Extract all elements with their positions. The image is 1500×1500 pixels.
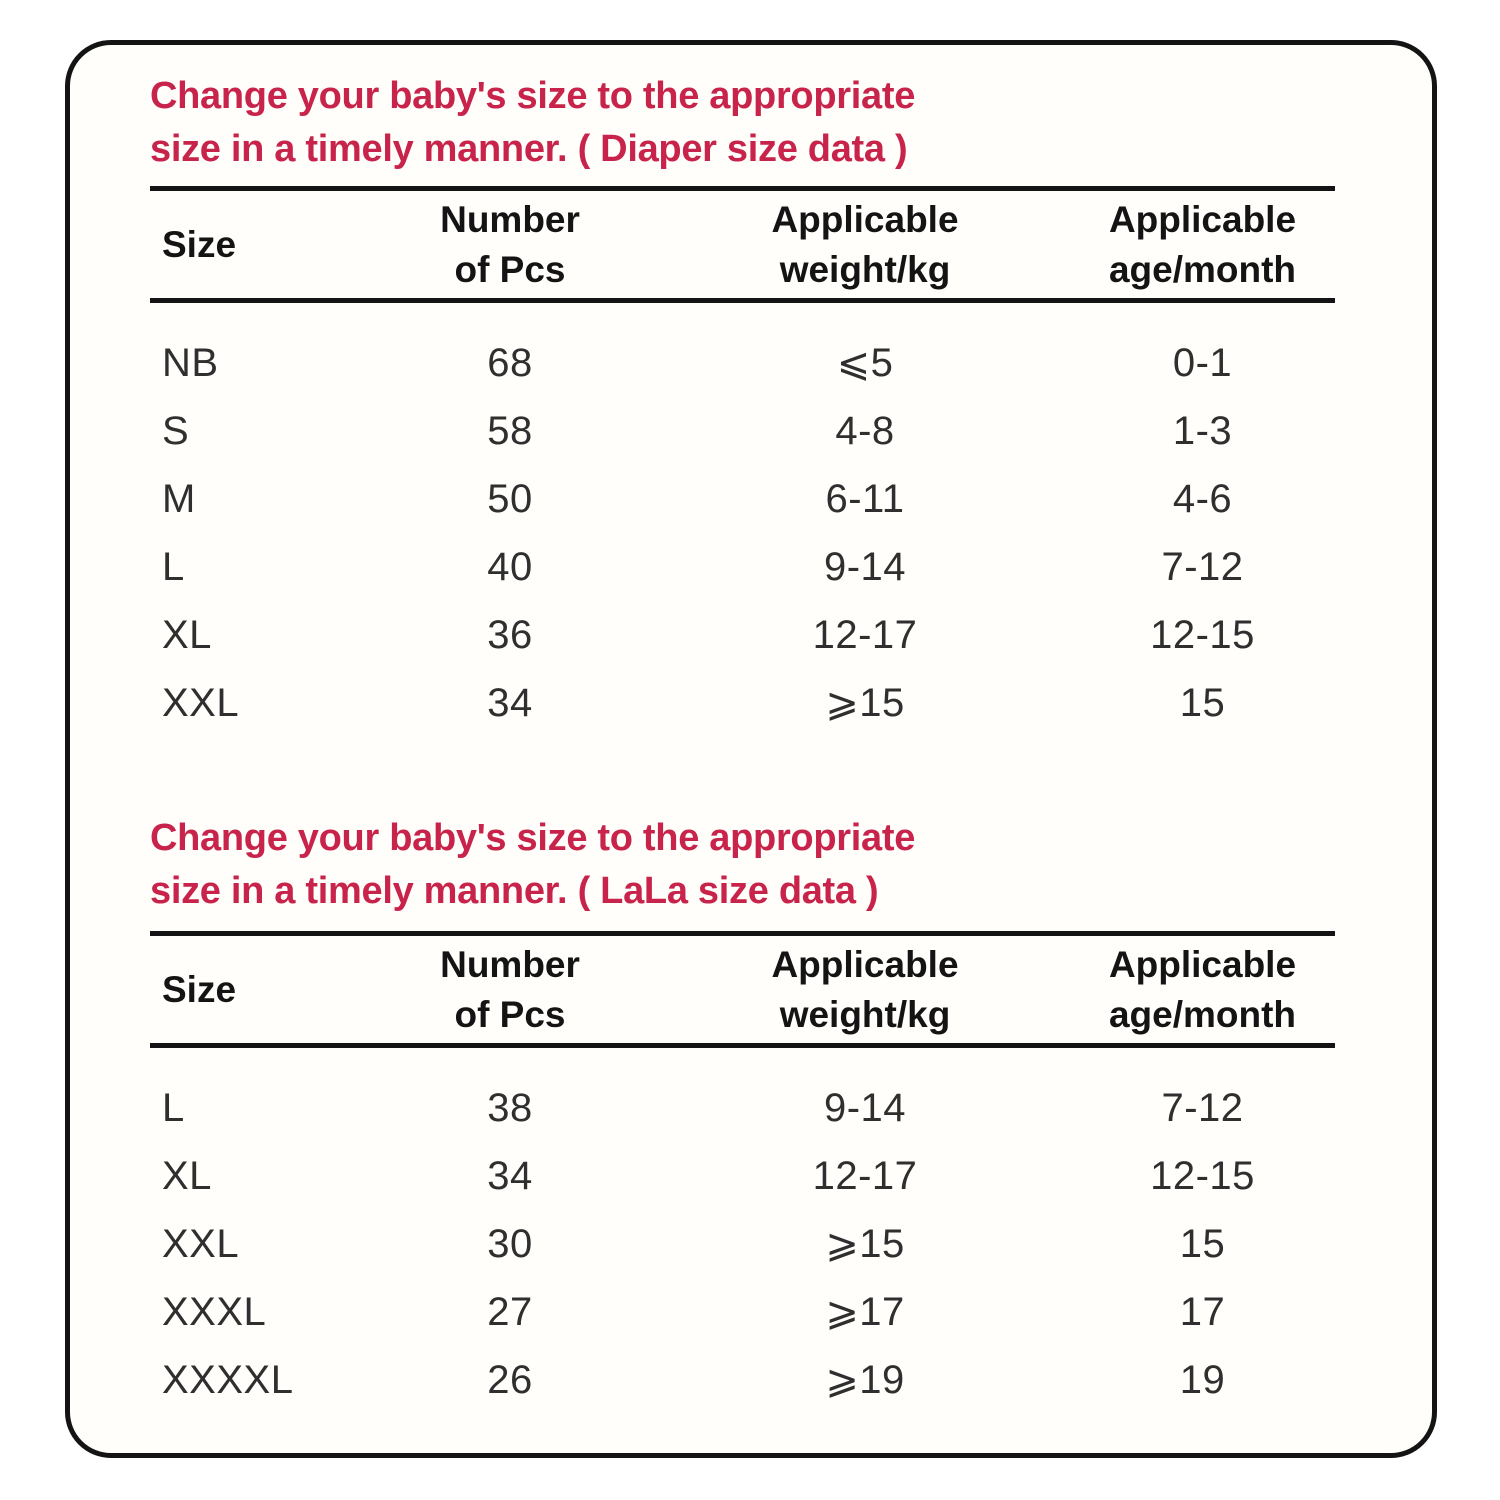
- pcs-cell: 34: [487, 680, 533, 725]
- age-cell: 1-3: [1172, 408, 1233, 453]
- table-header-rule: [150, 298, 1335, 303]
- age-cell: 17: [1179, 1289, 1226, 1334]
- table-row: L 38 9-14 7-12: [150, 1074, 1335, 1142]
- weight-cell: 12-17: [812, 612, 918, 657]
- pcs-cell: 36: [487, 612, 533, 657]
- column-header-weight: Applicable weight/kg: [771, 198, 959, 290]
- table-top-rule: [150, 186, 1335, 191]
- age-cell: 15: [1179, 1221, 1226, 1266]
- weight-cell: 9-14: [823, 1085, 907, 1130]
- weight-cell: ⩾17: [825, 1290, 905, 1334]
- weight-cell: ⩽5: [836, 341, 894, 385]
- pcs-cell: 68: [487, 340, 533, 385]
- pcs-cell: 34: [487, 1153, 533, 1198]
- size-cell: XXL: [162, 680, 240, 725]
- column-header-weight: Applicable weight/kg: [771, 943, 959, 1035]
- size-cell: L: [162, 1085, 185, 1130]
- size-chart-card: Change your baby's size to the appropria…: [65, 40, 1437, 1458]
- table-row: XXL 34 ⩾15 15: [150, 669, 1335, 737]
- table-header-rule: [150, 1043, 1335, 1048]
- diaper-size-section: Change your baby's size to the appropria…: [150, 70, 1432, 737]
- pcs-cell: 58: [487, 408, 533, 453]
- weight-cell: 4-8: [835, 408, 895, 453]
- table-body: L 38 9-14 7-12 XL 34 12-17 12-15 XXL 30 …: [150, 1048, 1335, 1414]
- size-cell: XL: [162, 612, 212, 657]
- table-row: XL 36 12-17 12-15: [150, 601, 1335, 669]
- table-row: NB 68 ⩽5 0-1: [150, 329, 1335, 397]
- table-row: S 58 4-8 1-3: [150, 397, 1335, 465]
- pcs-cell: 27: [487, 1289, 533, 1334]
- size-cell: XXXXL: [162, 1357, 294, 1402]
- table-header-row: Size Number of Pcs Applicable weight/kg …: [150, 191, 1335, 298]
- pcs-cell: 40: [487, 544, 533, 589]
- age-cell: 19: [1179, 1357, 1226, 1402]
- table-top-rule: [150, 931, 1335, 936]
- table-row: M 50 6-11 4-6: [150, 465, 1335, 533]
- table-body: NB 68 ⩽5 0-1 S 58 4-8 1-3 M 50 6-11 4-6: [150, 303, 1335, 737]
- age-cell: 0-1: [1172, 340, 1233, 385]
- column-header-size: Size: [162, 968, 237, 1010]
- diaper-size-table: Size Number of Pcs Applicable weight/kg …: [150, 186, 1335, 737]
- column-header-pcs: Number of Pcs: [440, 943, 580, 1035]
- column-header-age: Applicable age/month: [1108, 943, 1297, 1035]
- table-row: L 40 9-14 7-12: [150, 533, 1335, 601]
- size-cell: M: [162, 476, 196, 521]
- size-cell: L: [162, 544, 185, 589]
- lala-section-heading: Change your baby's size to the appropria…: [150, 817, 916, 912]
- size-cell: S: [162, 408, 190, 453]
- table-row: XL 34 12-17 12-15: [150, 1142, 1335, 1210]
- weight-cell: 12-17: [812, 1153, 918, 1198]
- lala-size-table: Size Number of Pcs Applicable weight/kg …: [150, 931, 1335, 1414]
- table-header-row: Size Number of Pcs Applicable weight/kg …: [150, 936, 1335, 1043]
- size-cell: XXXL: [162, 1289, 267, 1334]
- size-cell: NB: [162, 340, 219, 385]
- weight-cell: ⩾15: [825, 681, 905, 725]
- pcs-cell: 26: [487, 1357, 533, 1402]
- age-cell: 7-12: [1161, 1085, 1244, 1130]
- weight-cell: 9-14: [823, 544, 907, 589]
- age-cell: 15: [1179, 680, 1226, 725]
- lala-size-section: Change your baby's size to the appropria…: [150, 812, 1432, 1414]
- age-cell: 4-6: [1172, 476, 1233, 521]
- weight-cell: 6-11: [825, 476, 905, 521]
- weight-cell: ⩾15: [825, 1222, 905, 1266]
- table-row: XXXL 27 ⩾17 17: [150, 1278, 1335, 1346]
- age-cell: 12-15: [1150, 1153, 1255, 1198]
- table-row: XXXXL 26 ⩾19 19: [150, 1346, 1335, 1414]
- age-cell: 7-12: [1161, 544, 1244, 589]
- size-cell: XL: [162, 1153, 212, 1198]
- column-header-pcs: Number of Pcs: [440, 198, 580, 290]
- pcs-cell: 50: [487, 476, 533, 521]
- age-cell: 12-15: [1150, 612, 1255, 657]
- column-header-size: Size: [162, 223, 237, 265]
- diaper-section-heading: Change your baby's size to the appropria…: [150, 75, 916, 170]
- pcs-cell: 38: [487, 1085, 533, 1130]
- column-header-age: Applicable age/month: [1108, 198, 1297, 290]
- size-cell: XXL: [162, 1221, 240, 1266]
- weight-cell: ⩾19: [825, 1358, 905, 1402]
- pcs-cell: 30: [487, 1221, 533, 1266]
- table-row: XXL 30 ⩾15 15: [150, 1210, 1335, 1278]
